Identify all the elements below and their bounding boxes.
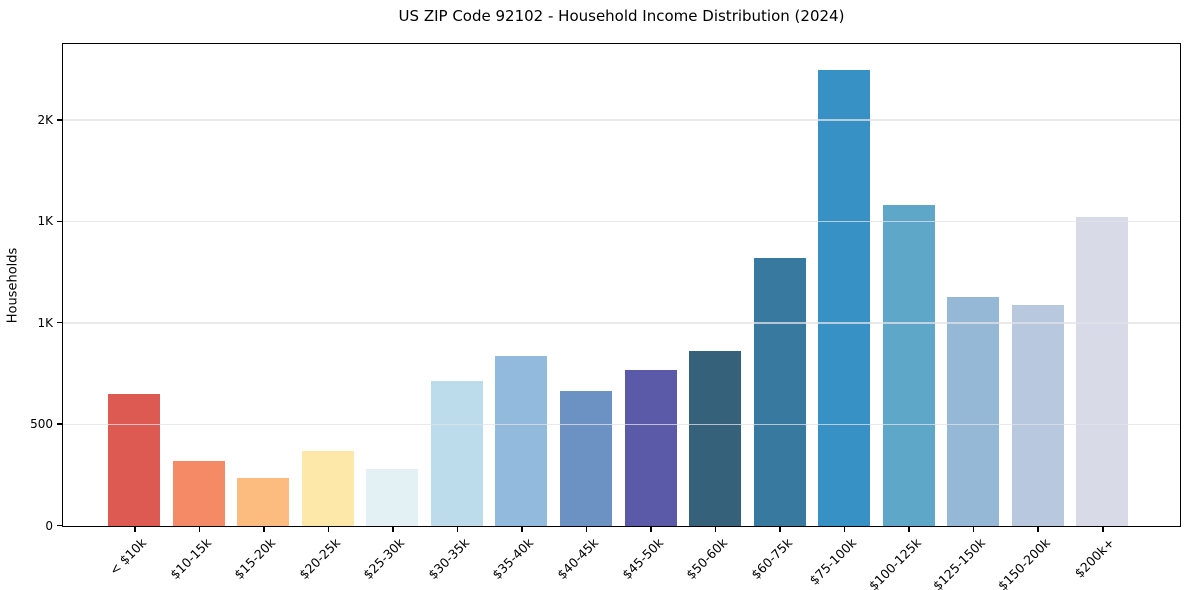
plot-area (62, 43, 1181, 527)
y-tick-label: 2K (37, 112, 53, 127)
bar-$100-125k (882, 204, 935, 526)
gridline (63, 322, 1180, 324)
x-tick-label: $35-40k (489, 535, 537, 583)
y-tick-label: 500 (30, 417, 53, 432)
x-tick-label: $200k+ (1071, 535, 1118, 581)
x-tick-mark (1037, 527, 1039, 532)
x-tick-mark (198, 527, 201, 532)
x-tick-mark (392, 527, 394, 532)
bar-$25-30k (366, 469, 419, 526)
x-tick-label: $60-75k (747, 535, 795, 583)
gridline (63, 423, 1180, 425)
x-tick-label: $150-200k (994, 535, 1053, 590)
y-tick-mark (57, 220, 62, 223)
y-tick-mark (57, 423, 62, 425)
x-tick-mark (714, 527, 717, 532)
bar-$200k+ (1076, 216, 1129, 526)
bar-$40-45k (560, 391, 612, 526)
x-tick-mark (327, 527, 330, 532)
x-tick-mark (456, 527, 459, 532)
x-tick-mark (134, 527, 136, 532)
y-axis-label: Households (5, 247, 21, 323)
bar-$50-60k (689, 350, 742, 526)
x-tick-mark (585, 527, 588, 532)
bar-$150-200k (1011, 304, 1064, 526)
y-tick-mark (57, 524, 62, 527)
chart-title: US ZIP Code 92102 - Household Income Dis… (398, 7, 845, 25)
bar-$75-100k (818, 69, 871, 526)
x-tick-mark (1102, 527, 1104, 532)
x-tick-label: < $10k (106, 535, 150, 578)
bar-$45-50k (624, 369, 677, 526)
x-tick-mark (650, 527, 652, 532)
x-tick-label: $30-35k (425, 535, 473, 583)
x-tick-label: $75-100k (806, 535, 860, 588)
x-tick-label: $10-15k (166, 535, 214, 583)
y-tick-label: 1K (37, 315, 53, 330)
gridline (63, 220, 1180, 223)
x-tick-label: $45-50k (618, 535, 666, 583)
x-tick-mark (908, 527, 910, 532)
x-tick-mark (263, 527, 265, 532)
x-tick-label: $20-25k (295, 535, 343, 583)
y-tick-label: 1K (37, 214, 53, 229)
y-tick-mark (57, 119, 62, 121)
x-tick-label: $25-30k (360, 535, 408, 583)
x-tick-mark (779, 527, 781, 532)
y-tick-mark (57, 321, 62, 324)
x-tick-label: $100-125k (865, 535, 924, 590)
x-tick-mark (843, 527, 846, 532)
bar-$125-150k (947, 296, 1000, 526)
bar-$60-75k (753, 258, 806, 526)
x-tick-label: $15-20k (231, 535, 279, 583)
x-tick-mark (521, 527, 523, 532)
bar-< $10k (108, 394, 161, 526)
bar-$15-20k (237, 478, 290, 526)
x-tick-label: $40-45k (554, 535, 602, 583)
x-tick-label: $50-60k (683, 535, 731, 583)
x-tick-mark (972, 527, 975, 532)
bar-$20-25k (301, 450, 354, 526)
bar-$30-35k (430, 381, 483, 526)
bar-$10-15k (172, 461, 225, 526)
bar-$35-40k (495, 355, 548, 526)
y-tick-label: 0 (45, 518, 53, 533)
gridline (63, 119, 1180, 121)
x-tick-label: $125-150k (930, 535, 989, 590)
